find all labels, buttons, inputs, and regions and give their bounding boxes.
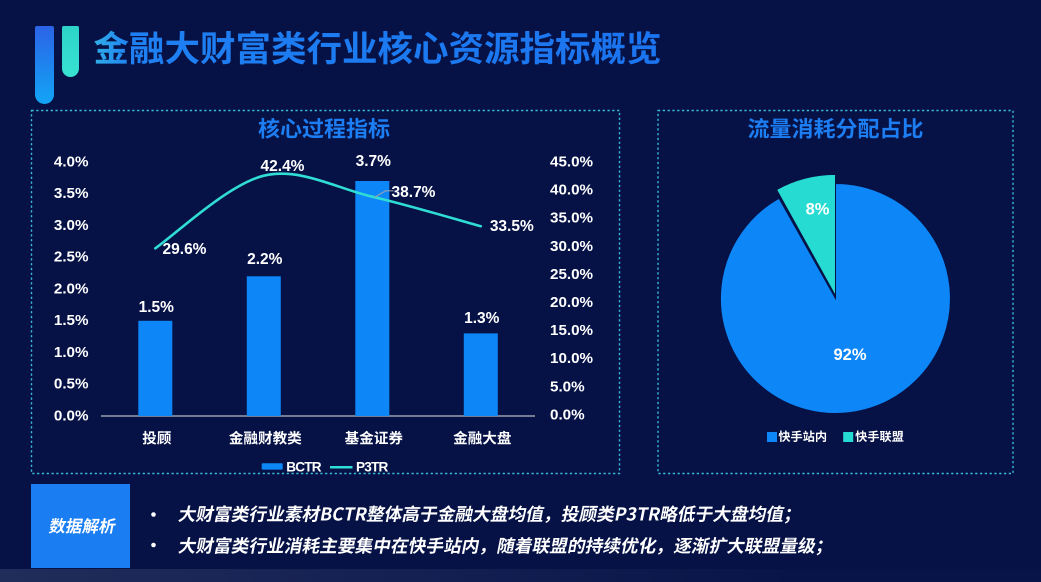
svg-text:1.3%: 1.3% [464,310,500,327]
svg-text:0.0%: 0.0% [54,407,89,424]
svg-text:45.0%: 45.0% [550,153,594,170]
svg-text:3.0%: 3.0% [54,217,89,234]
svg-text:29.6%: 29.6% [163,241,207,258]
svg-text:2.2%: 2.2% [247,251,283,268]
svg-text:8%: 8% [806,200,830,218]
svg-text:3.5%: 3.5% [54,185,89,202]
svg-text:38.7%: 38.7% [392,184,436,201]
svg-text:30.0%: 30.0% [550,238,594,255]
svg-text:0.0%: 0.0% [550,406,585,423]
svg-text:2.5%: 2.5% [54,249,89,266]
svg-text:1.0%: 1.0% [54,344,89,361]
svg-text:2.0%: 2.0% [54,280,89,297]
svg-text:92%: 92% [833,346,866,364]
svg-text:3.7%: 3.7% [356,153,392,170]
svg-text:1.5%: 1.5% [139,299,175,316]
svg-text:10.0%: 10.0% [550,350,594,367]
svg-text:15.0%: 15.0% [550,322,594,339]
svg-text:40.0%: 40.0% [550,182,594,199]
svg-text:33.5%: 33.5% [490,218,534,235]
svg-text:4.0%: 4.0% [54,153,89,170]
svg-text:35.0%: 35.0% [550,210,594,227]
svg-text:25.0%: 25.0% [550,266,594,283]
svg-text:20.0%: 20.0% [550,294,594,311]
svg-text:0.5%: 0.5% [54,376,89,393]
svg-text:42.4%: 42.4% [261,158,305,175]
svg-text:BCTR: BCTR [286,459,322,474]
svg-text:P3TR: P3TR [356,459,389,474]
svg-text:1.5%: 1.5% [54,312,89,329]
svg-text:5.0%: 5.0% [550,378,585,395]
